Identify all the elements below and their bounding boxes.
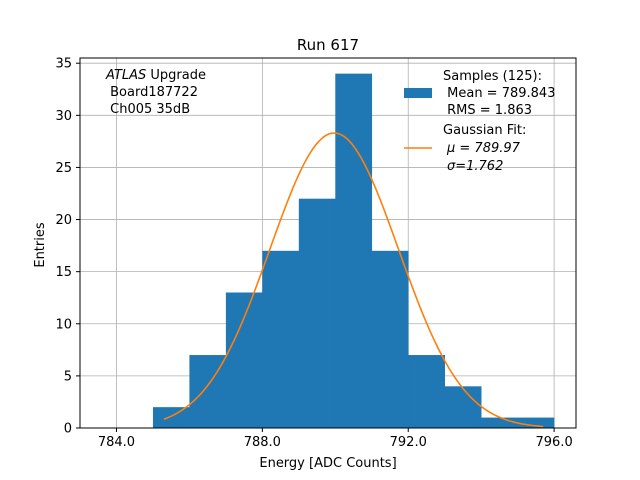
annotation-line-1: ATLAS Upgrade: [105, 68, 206, 83]
histogram-bar: [408, 355, 446, 428]
y-axis-label: Entries: [33, 222, 48, 268]
y-tick-label: 10: [55, 317, 72, 332]
y-tick-label: 35: [55, 57, 72, 72]
x-tick-label: 792.0: [390, 435, 427, 450]
atlas-label: ATLAS: [105, 68, 146, 83]
y-tick-label: 15: [55, 265, 72, 280]
histogram-bar: [444, 386, 482, 428]
legend-fit-title: Gaussian Fit:: [443, 123, 526, 138]
y-tick-label: 20: [55, 213, 72, 228]
legend-samples-swatch: [404, 88, 432, 98]
x-axis-label: Energy [ADC Counts]: [259, 456, 396, 471]
x-axis-ticks: 784.0 788.0 792.0 796.0: [98, 428, 573, 450]
plot-frame: [79, 57, 577, 429]
legend-samples-title: Samples (125):: [443, 69, 542, 84]
chart-title: Run 617: [297, 36, 359, 54]
gaussian-fit-curve: [163, 132, 544, 428]
y-tick-label: 0: [64, 422, 72, 437]
histogram-bar: [517, 417, 555, 428]
histogram-bar: [481, 417, 518, 428]
x-tick-label: 788.0: [244, 435, 281, 450]
histogram-bar: [262, 250, 300, 428]
histogram-bar: [371, 250, 409, 428]
annotation-channel: Ch005 35dB: [106, 102, 190, 117]
annotation-board: Board187722: [106, 85, 198, 100]
histogram-bar: [335, 73, 373, 429]
histogram-bar: [298, 198, 336, 428]
atlas-annotation: ATLAS Upgrade Board187722 Ch005 35dB: [105, 68, 206, 117]
histogram-bars: [152, 73, 555, 429]
upgrade-label: Upgrade: [146, 68, 206, 83]
legend-fit-sigma: σ=1.762: [447, 159, 503, 174]
y-tick-label: 25: [55, 161, 72, 176]
histogram-bar: [225, 292, 263, 428]
legend-samples-rms: RMS = 1.863: [443, 103, 532, 118]
legend-samples-mean: Mean = 789.843: [443, 86, 555, 101]
x-tick-label: 796.0: [536, 435, 573, 450]
y-axis-ticks: 0 5 10 15 20 25 30 35: [55, 57, 80, 437]
x-tick-label: 784.0: [98, 435, 135, 450]
legend: Samples (125): Mean = 789.843 RMS = 1.86…: [404, 69, 555, 174]
legend-fit-mu: μ = 789.97: [446, 141, 521, 156]
y-tick-label: 30: [55, 109, 72, 124]
y-tick-label: 5: [64, 369, 72, 384]
histogram-bar: [152, 407, 190, 428]
